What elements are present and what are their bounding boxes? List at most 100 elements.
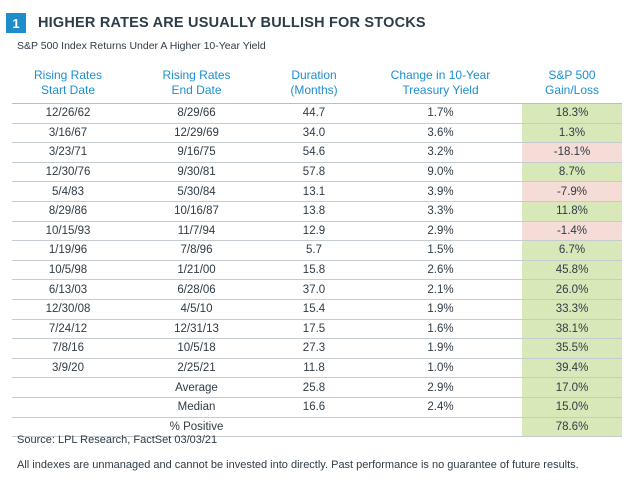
cell-start: 3/9/20 bbox=[52, 362, 84, 375]
cell-duration: 12.9 bbox=[302, 224, 326, 237]
cell-change: 2.6% bbox=[427, 264, 454, 277]
table-row: 12/26/62 8/29/66 44.7 1.7% 18.3% bbox=[12, 104, 622, 124]
disclaimer-note: All indexes are unmanaged and cannot be … bbox=[17, 459, 579, 471]
cell-start: 1/19/96 bbox=[48, 244, 88, 257]
cell-change: 3.3% bbox=[427, 205, 454, 218]
cell-gain: 45.8% bbox=[522, 260, 622, 280]
cell-change: 3.2% bbox=[427, 146, 454, 159]
cell-duration bbox=[269, 418, 359, 437]
table-row: 12/30/08 4/5/10 15.4 1.9% 33.3% bbox=[12, 299, 622, 320]
cell-gain: -7.9% bbox=[522, 182, 622, 201]
cell-change: 9.0% bbox=[427, 166, 454, 179]
cell-change: 1.5% bbox=[427, 244, 454, 257]
cell-duration: 5.7 bbox=[306, 244, 322, 257]
cell-start bbox=[12, 378, 124, 397]
figure-header: 1 HIGHER RATES ARE USUALLY BULLISH FOR S… bbox=[6, 9, 426, 37]
table-header-row: Rising Rates Start Date Rising Rates End D… bbox=[12, 64, 622, 104]
cell-start bbox=[12, 398, 124, 417]
cell-duration: 15.4 bbox=[302, 303, 326, 316]
table-row: 6/13/03 6/28/06 37.0 2.1% 26.0% bbox=[12, 280, 622, 300]
table-row: 10/5/98 1/21/00 15.8 2.6% 45.8% bbox=[12, 260, 622, 281]
table-row: 3/9/20 2/25/21 11.8 1.0% 39.4% bbox=[12, 358, 622, 379]
table-body: 12/26/62 8/29/66 44.7 1.7% 18.3% 3/16/67 12/29… bbox=[12, 104, 622, 438]
cell-end: % Positive bbox=[169, 420, 224, 433]
source-note: Source: LPL Research, FactSet 03/03/21 bbox=[17, 434, 218, 446]
cell-start: 5/4/83 bbox=[52, 185, 84, 198]
cell-gain: 18.3% bbox=[522, 104, 622, 123]
cell-change: 2.9% bbox=[427, 381, 454, 394]
table-row: 3/16/67 12/29/69 34.0 3.6% 1.3% bbox=[12, 123, 622, 144]
column-header-end-date: Rising Rates End Date bbox=[162, 68, 231, 97]
cell-gain: 11.8% bbox=[522, 201, 622, 221]
cell-gain: -1.4% bbox=[522, 221, 622, 241]
cell-start: 12/30/08 bbox=[45, 303, 91, 316]
cell-change: 3.9% bbox=[427, 185, 454, 198]
cell-gain: 38.1% bbox=[522, 319, 622, 339]
column-header-duration: Duration (Months) bbox=[290, 68, 338, 97]
table-row: 7/8/16 10/5/18 27.3 1.9% 35.5% bbox=[12, 339, 622, 359]
cell-change: 2.1% bbox=[427, 283, 454, 296]
cell-change bbox=[359, 418, 522, 437]
table-row: 8/29/86 10/16/87 13.8 3.3% 11.8% bbox=[12, 201, 622, 222]
cell-end: Median bbox=[177, 401, 216, 414]
cell-end: 2/25/21 bbox=[177, 362, 216, 375]
table-row: 7/24/12 12/31/13 17.5 1.6% 38.1% bbox=[12, 319, 622, 340]
cell-duration: 16.6 bbox=[302, 401, 326, 414]
figure-number-badge: 1 bbox=[6, 13, 26, 33]
cell-gain: 17.0% bbox=[522, 378, 622, 397]
cell-start: 7/8/16 bbox=[52, 342, 84, 355]
cell-end: 12/31/13 bbox=[174, 322, 219, 335]
cell-duration: 13.1 bbox=[302, 185, 326, 198]
cell-change: 1.6% bbox=[427, 322, 454, 335]
cell-duration: 15.8 bbox=[302, 264, 326, 277]
returns-table: Rising Rates Start Date Rising Rates End D… bbox=[12, 64, 622, 438]
cell-gain: 35.5% bbox=[522, 339, 622, 358]
cell-gain: 78.6% bbox=[522, 417, 622, 437]
cell-gain: 15.0% bbox=[522, 397, 622, 417]
cell-end: 9/16/75 bbox=[177, 146, 216, 159]
cell-end: 5/30/84 bbox=[177, 185, 216, 198]
column-header-start-date: Rising Rates Start Date bbox=[33, 68, 103, 97]
cell-gain: 33.3% bbox=[522, 299, 622, 319]
summary-row: Median 16.6 2.4% 15.0% bbox=[12, 397, 622, 418]
cell-change: 1.7% bbox=[427, 107, 454, 120]
cell-gain: -18.1% bbox=[522, 143, 622, 162]
cell-duration: 27.3 bbox=[302, 342, 326, 355]
cell-duration: 37.0 bbox=[302, 283, 326, 296]
cell-end: 8/29/66 bbox=[177, 107, 216, 120]
cell-end: 9/30/81 bbox=[177, 166, 216, 179]
table-row: 10/15/93 11/7/94 12.9 2.9% -1.4% bbox=[12, 221, 622, 242]
cell-end: 11/7/94 bbox=[177, 224, 216, 237]
cell-start: 10/15/93 bbox=[45, 224, 91, 237]
cell-start: 7/24/12 bbox=[48, 322, 88, 335]
column-header-gain-loss: S&P 500 Gain/Loss bbox=[544, 68, 600, 97]
cell-duration: 44.7 bbox=[302, 107, 326, 120]
cell-start: 6/13/03 bbox=[48, 283, 88, 296]
cell-duration: 57.8 bbox=[302, 166, 326, 179]
table-row: 12/30/76 9/30/81 57.8 9.0% 8.7% bbox=[12, 162, 622, 183]
cell-duration: 34.0 bbox=[302, 126, 326, 139]
cell-gain: 26.0% bbox=[522, 280, 622, 299]
column-header-yield-change: Change in 10-Year Treasury Yield bbox=[390, 68, 491, 97]
cell-start: 12/26/62 bbox=[45, 107, 91, 120]
cell-gain: 1.3% bbox=[522, 123, 622, 143]
cell-start: 12/30/76 bbox=[45, 166, 91, 179]
cell-end: 6/28/06 bbox=[177, 283, 216, 296]
summary-row: Average 25.8 2.9% 17.0% bbox=[12, 378, 622, 398]
cell-duration: 11.8 bbox=[303, 362, 325, 375]
cell-end: 10/5/18 bbox=[177, 342, 216, 355]
cell-gain: 39.4% bbox=[522, 358, 622, 378]
cell-change: 2.9% bbox=[427, 224, 454, 237]
cell-end: 10/16/87 bbox=[174, 205, 219, 218]
table-row: 3/23/71 9/16/75 54.6 3.2% -18.1% bbox=[12, 143, 622, 163]
cell-end: 7/8/96 bbox=[180, 244, 213, 257]
cell-end: Average bbox=[175, 381, 218, 394]
cell-start: 3/23/71 bbox=[48, 146, 88, 159]
figure-subtitle: S&P 500 Index Returns Under A Higher 10-… bbox=[17, 40, 266, 52]
cell-start: 8/29/86 bbox=[48, 205, 88, 218]
cell-change: 1.0% bbox=[427, 362, 454, 375]
cell-duration: 13.8 bbox=[302, 205, 326, 218]
table-row: 5/4/83 5/30/84 13.1 3.9% -7.9% bbox=[12, 182, 622, 202]
cell-gain: 8.7% bbox=[522, 162, 622, 182]
cell-end: 1/21/00 bbox=[177, 264, 216, 277]
